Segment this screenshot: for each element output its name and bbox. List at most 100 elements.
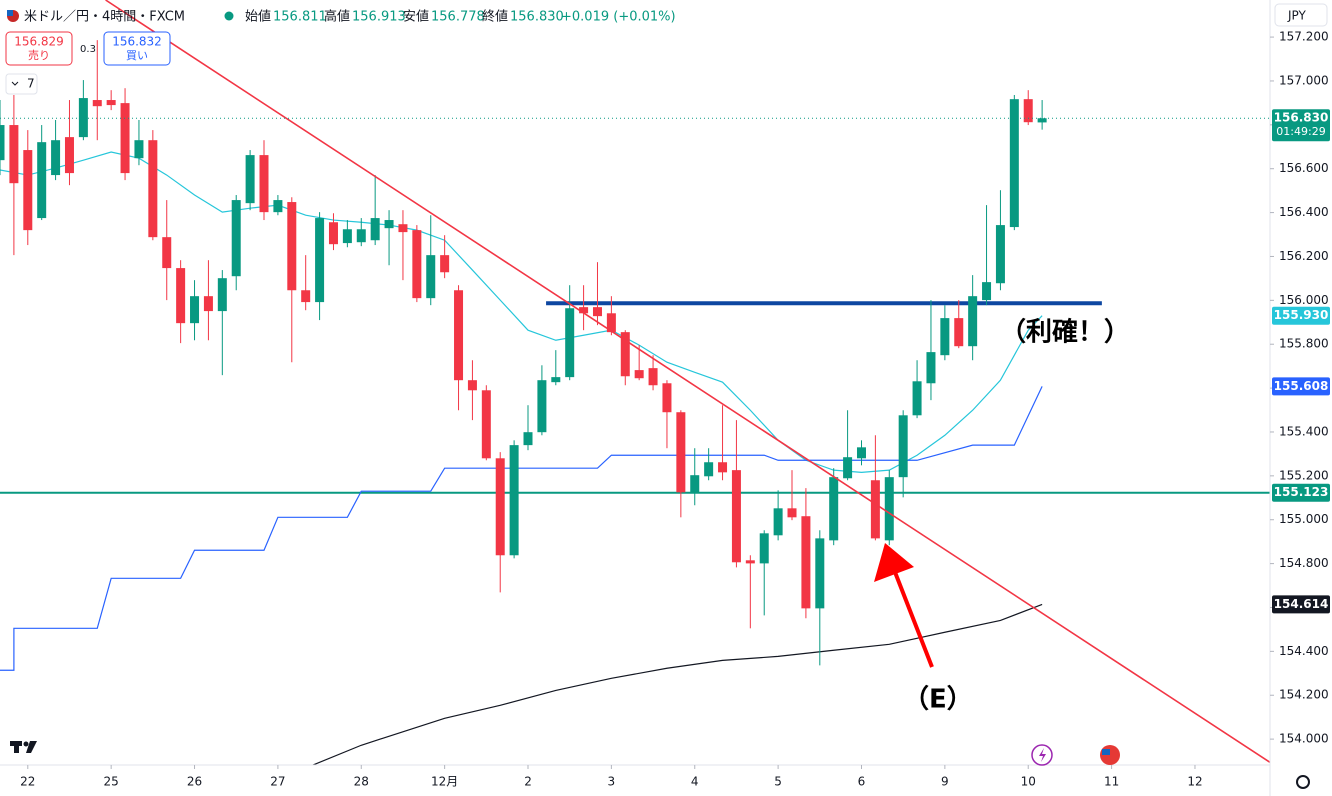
candle-body xyxy=(287,202,297,291)
close-label: 終値 xyxy=(482,9,508,25)
x-tick-label: 28 xyxy=(354,775,369,789)
candle-body xyxy=(843,457,853,479)
candle-body xyxy=(190,296,200,324)
candle-body xyxy=(217,278,227,312)
candle-body xyxy=(106,100,116,106)
candle-body xyxy=(648,368,658,386)
y-tick-label: 156.400 xyxy=(1279,205,1329,219)
price-tag-label: 154.614 xyxy=(1274,597,1329,611)
axes: 154.000154.200154.400154.600154.800155.0… xyxy=(20,30,1330,789)
trend-line xyxy=(105,0,1270,764)
candle-body xyxy=(787,508,797,518)
candle-body xyxy=(342,229,352,244)
price-tag xyxy=(1272,109,1330,142)
price-tag-label: 155.123 xyxy=(1274,485,1329,499)
sell-button[interactable] xyxy=(5,31,73,66)
lightning xyxy=(1039,748,1046,762)
currency: JPY xyxy=(1287,9,1307,23)
candle-body xyxy=(412,230,422,299)
buy-button[interactable] xyxy=(103,31,171,66)
candle-body xyxy=(162,237,172,269)
candle-body xyxy=(1037,118,1047,123)
candle-body xyxy=(426,255,436,299)
candle-body xyxy=(606,313,616,333)
indicator-toggle[interactable] xyxy=(5,73,38,95)
price-tag xyxy=(1272,306,1330,325)
open-value: 156.811 xyxy=(273,10,327,25)
candle-body xyxy=(995,225,1005,284)
candle-body xyxy=(120,103,130,174)
candle-body xyxy=(231,200,241,277)
candle-body xyxy=(731,470,741,563)
y-tick-label: 156.200 xyxy=(1279,249,1329,263)
candle-body xyxy=(245,155,255,204)
candle-body xyxy=(495,458,505,556)
candle-body xyxy=(801,516,811,609)
x-tick-label: 3 xyxy=(608,775,616,789)
candle-body xyxy=(273,200,283,213)
candle-body xyxy=(620,332,630,377)
settings-icon[interactable] xyxy=(1296,775,1310,789)
y-tick-label: 155.800 xyxy=(1279,337,1329,351)
candle-body xyxy=(815,538,825,609)
candle-body xyxy=(565,308,575,378)
candle-body xyxy=(704,462,714,477)
candle-body xyxy=(64,137,74,174)
candle-body xyxy=(259,155,269,213)
price-tag-label: 155.930 xyxy=(1274,308,1329,322)
price-tag xyxy=(1272,377,1330,396)
candle-body xyxy=(440,255,450,273)
candle-body xyxy=(592,307,602,317)
price-tag xyxy=(1272,595,1330,614)
candle-body xyxy=(37,142,47,219)
candle-body xyxy=(662,383,672,413)
candle-body xyxy=(356,229,366,243)
x-tick-label: 26 xyxy=(187,775,202,789)
sell-price: 156.829 xyxy=(14,35,64,49)
low-label: 安値 xyxy=(403,9,429,25)
candle-body xyxy=(92,100,102,107)
candle-body xyxy=(898,415,908,478)
candle-body xyxy=(481,390,491,459)
candle-body xyxy=(579,307,589,314)
annotation: （利確！） xyxy=(1000,317,1130,348)
price-tag-label: 155.608 xyxy=(1274,379,1329,393)
candle-body xyxy=(926,352,936,384)
x-tick-label: 12 xyxy=(1187,775,1202,789)
flag-part xyxy=(1102,749,1110,755)
arrow-shaft xyxy=(891,566,934,668)
candle-body xyxy=(0,125,5,161)
candle-body xyxy=(9,125,19,184)
y-tick-label: 157.200 xyxy=(1279,30,1329,44)
candle-body xyxy=(301,290,311,303)
y-tick-label: 155.200 xyxy=(1279,468,1329,482)
price-tag xyxy=(1272,483,1330,502)
candle-body xyxy=(551,377,561,383)
candle-body xyxy=(773,508,783,536)
candle-body xyxy=(328,222,338,245)
candle-body xyxy=(1009,99,1019,228)
candle-body xyxy=(176,268,186,324)
close-value: 156.830 xyxy=(510,10,564,25)
candle-body xyxy=(454,290,464,381)
candle-body xyxy=(467,380,477,391)
candle-body xyxy=(912,381,922,416)
y-tick-label: 154.400 xyxy=(1279,644,1329,658)
candle-body xyxy=(370,218,380,241)
indicator-line xyxy=(0,386,1043,671)
y-tick-label: 154.000 xyxy=(1279,732,1329,746)
x-tick-label: 6 xyxy=(858,775,866,789)
candle-body xyxy=(523,432,533,446)
candle-body xyxy=(829,477,839,541)
candle-body xyxy=(23,150,33,231)
x-tick-label: 4 xyxy=(691,775,699,789)
indicator-line xyxy=(311,603,1043,765)
high-label: 高値 xyxy=(324,9,350,25)
buy-price: 156.832 xyxy=(112,35,162,49)
symbol: 米ドル／円・4時間・FXCM xyxy=(24,10,185,25)
candle-body xyxy=(148,140,158,238)
candle-body xyxy=(954,318,964,347)
currency-button[interactable] xyxy=(1274,3,1328,27)
x-tick-label: 10 xyxy=(1021,775,1036,789)
